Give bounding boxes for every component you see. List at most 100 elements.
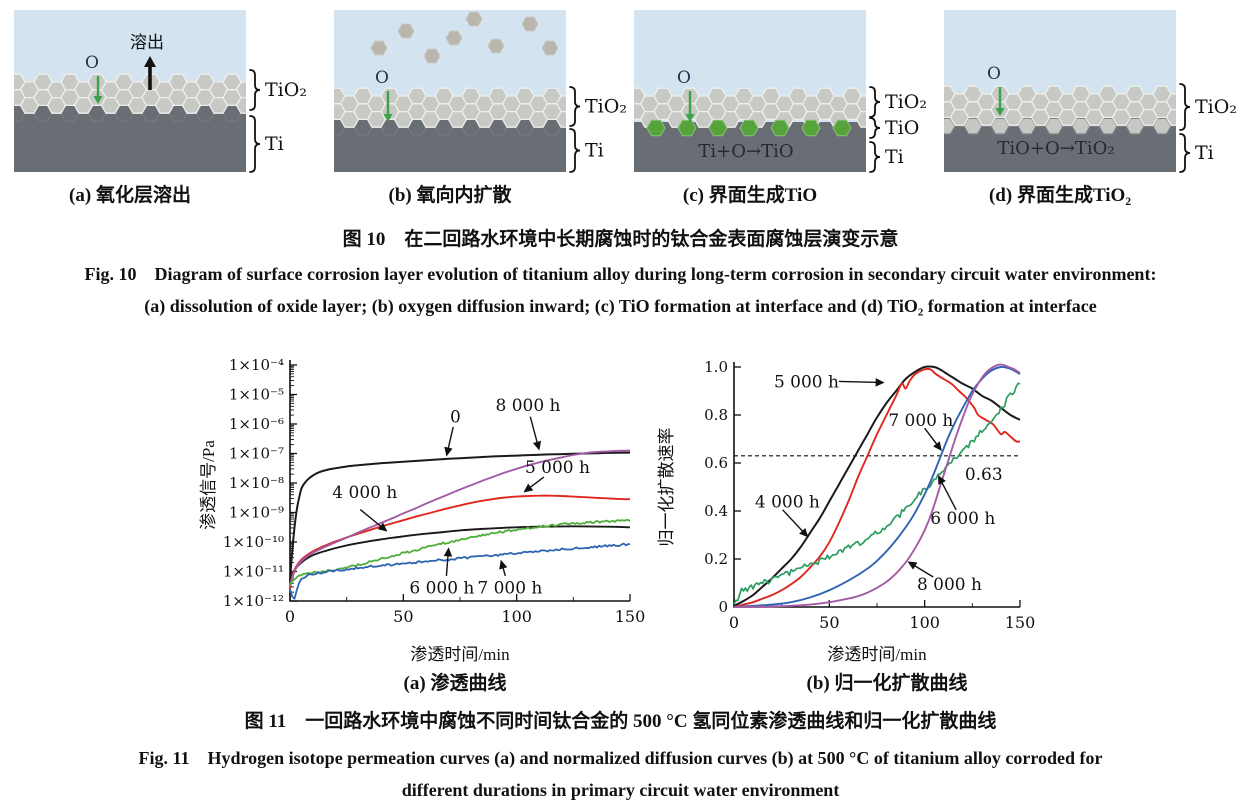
oxygen-arrow-icon: O — [375, 68, 393, 122]
chartA-caption: (a) 渗透曲线 — [403, 673, 507, 694]
svg-text:0.6: 0.6 — [704, 454, 728, 472]
series-5000h — [289, 494, 631, 590]
svg-text:100: 100 — [909, 613, 940, 632]
diagram-panel-a: O 溶出 TiO₂ Ti (a) 氧化层溶出 — [14, 6, 314, 216]
svg-text:1.0: 1.0 — [704, 358, 728, 376]
annotation-4000h: 4 000 h — [332, 483, 397, 532]
layer-brackets: TiO₂ Ti — [1179, 83, 1237, 173]
svg-text:TiO₂: TiO₂ — [1195, 96, 1237, 118]
dissolve-arrow-icon: 溶出 — [130, 33, 164, 90]
svg-text:6 000 h: 6 000 h — [930, 509, 995, 529]
series-7000h — [289, 542, 631, 600]
svg-text:50: 50 — [819, 613, 839, 632]
series-8000h — [289, 449, 631, 587]
reaction-label: TiO+O→TiO₂ — [997, 138, 1114, 159]
annotation-4000h: 4 000 h — [755, 492, 820, 538]
fig11-caption-en-2: different durations in primary circuit w… — [401, 780, 840, 800]
svg-text:TiO₂: TiO₂ — [585, 96, 627, 118]
permeation-chart: 1×10⁻⁴ 1×10⁻⁵ 1×10⁻⁶ 1×10⁻⁷ 1×10⁻⁸ 1×10⁻⁹ 1×10… — [223, 356, 645, 626]
series-8000h — [733, 363, 1021, 608]
diagram-b-canvas: O TiO₂ Ti — [334, 10, 627, 173]
reference-line-063: 0.63 — [734, 455, 1020, 485]
svg-text:50: 50 — [393, 607, 413, 626]
fig11-caption-zh: 图 11 一回路水环境中腐蚀不同时间钛合金的 500 °C 氢同位素渗透曲线和归… — [244, 711, 997, 732]
panel-b-scene — [334, 10, 566, 172]
series-4000h — [733, 365, 1021, 607]
svg-text:O: O — [677, 68, 691, 88]
normalized-diffusion-chart: 1.0 0.8 0.6 0.4 0.2 00 50 100 150 0.63 5 000 h 7 00… — [704, 358, 1036, 632]
svg-text:0.63: 0.63 — [965, 465, 1003, 485]
svg-text:TiO₂: TiO₂ — [885, 91, 927, 113]
svg-text:1×10⁻¹¹: 1×10⁻¹¹ — [223, 563, 284, 581]
svg-text:5 000 h: 5 000 h — [525, 458, 590, 478]
oxygen-arrow-icon: O — [85, 53, 103, 104]
panel-d-scene — [944, 10, 1176, 172]
svg-text:0.8: 0.8 — [704, 406, 728, 424]
svg-text:150: 150 — [1005, 613, 1036, 632]
chartB-caption: (b) 归一化扩散曲线 — [806, 673, 968, 694]
annotation-7000h: 7 000 h — [477, 559, 542, 599]
layer-brackets: TiO₂ Ti — [249, 69, 307, 173]
svg-text:1×10⁻¹²: 1×10⁻¹² — [223, 592, 284, 610]
series-4000h — [289, 525, 631, 583]
svg-text:1×10⁻⁷: 1×10⁻⁷ — [229, 445, 284, 463]
svg-text:Ti: Ti — [585, 140, 604, 162]
svg-text:0: 0 — [450, 408, 461, 428]
series-0 — [289, 451, 631, 581]
panel-caption-b: (b) 氧向内扩散 — [388, 185, 512, 206]
svg-text:Ti: Ti — [265, 133, 284, 155]
annotation-6000h: 6 000 h — [930, 475, 995, 529]
svg-text:1×10⁻⁶: 1×10⁻⁶ — [229, 415, 284, 433]
svg-text:4 000 h: 4 000 h — [332, 483, 397, 503]
diagram-panel-d: O TiO+O→TiO₂ TiO₂ Ti (d) 界面生成TiO₂ — [944, 6, 1241, 216]
panel-a-scene — [14, 10, 246, 172]
svg-text:7 000 h: 7 000 h — [477, 579, 542, 599]
svg-text:1×10⁻⁵: 1×10⁻⁵ — [229, 386, 284, 404]
svg-text:1×10⁻⁹: 1×10⁻⁹ — [229, 504, 284, 522]
svg-text:6 000 h: 6 000 h — [409, 579, 474, 599]
annotation-5000h: 5 000 h — [774, 372, 885, 392]
layer-brackets: TiO₂ TiO Ti — [869, 86, 927, 173]
svg-text:0.4: 0.4 — [704, 502, 728, 520]
annotation-8000h: 8 000 h — [907, 561, 982, 595]
chartA-ylabel: 渗透信号/Pa — [199, 440, 218, 530]
annotation-8000h: 8 000 h — [495, 396, 561, 451]
svg-text:TiO₂: TiO₂ — [265, 79, 307, 101]
fig10-caption-en-1: Fig. 10 Diagram of surface corrosion lay… — [84, 264, 1157, 284]
series-5000h — [733, 367, 1021, 608]
svg-text:Ti: Ti — [1195, 142, 1214, 164]
panel-caption-c: (c) 界面生成TiO — [682, 185, 818, 206]
layer-brackets: TiO₂ Ti — [569, 86, 627, 173]
fig10-caption-zh: 图 10 在二回路水环境中长期腐蚀时的钛合金表面腐蚀层演变示意 — [342, 229, 899, 250]
svg-text:O: O — [987, 64, 1001, 84]
svg-text:1×10⁻⁸: 1×10⁻⁸ — [229, 474, 284, 492]
oxygen-arrow-icon: O — [987, 64, 1005, 116]
series-7000h — [733, 365, 1021, 608]
svg-text:4 000 h: 4 000 h — [755, 492, 820, 512]
svg-text:0.2: 0.2 — [704, 550, 728, 568]
reaction-label: Ti+O→TiO — [698, 141, 793, 162]
diagram-panel-b: O TiO₂ Ti (b) 氧向内扩散 — [334, 6, 634, 216]
annotation-5000h: 5 000 h — [523, 458, 590, 493]
diagram-a-canvas: O 溶出 TiO₂ Ti — [14, 10, 307, 173]
svg-text:0: 0 — [285, 607, 295, 626]
svg-text:8 000 h: 8 000 h — [917, 575, 982, 595]
svg-text:7 000 h: 7 000 h — [888, 411, 953, 431]
svg-text:溶出: 溶出 — [130, 33, 164, 53]
fig11-caption-en-1: Fig. 11 Hydrogen isotope permeation curv… — [138, 748, 1103, 768]
axes: 1×10⁻⁴ 1×10⁻⁵ 1×10⁻⁶ 1×10⁻⁷ 1×10⁻⁸ 1×10⁻⁹ 1×10… — [223, 356, 645, 626]
svg-text:TiO: TiO — [885, 117, 919, 139]
svg-text:0: 0 — [729, 613, 739, 632]
series-6000h — [289, 519, 631, 585]
svg-text:5 000 h: 5 000 h — [774, 372, 839, 392]
chartB-xlabel: 渗透时间/min — [827, 645, 927, 664]
annotation-0: 0 — [444, 408, 461, 457]
svg-text:O: O — [375, 68, 389, 88]
panel-caption-d: (d) 界面生成TiO₂ — [988, 185, 1132, 206]
panel-caption-a: (a) 氧化层溶出 — [69, 185, 191, 206]
panel-c-scene — [634, 10, 866, 172]
diagram-c-canvas: O Ti+O→TiO TiO₂ TiO Ti — [634, 10, 927, 173]
diagram-d-canvas: O TiO+O→TiO₂ TiO₂ Ti — [944, 10, 1237, 173]
svg-text:0: 0 — [718, 598, 728, 616]
